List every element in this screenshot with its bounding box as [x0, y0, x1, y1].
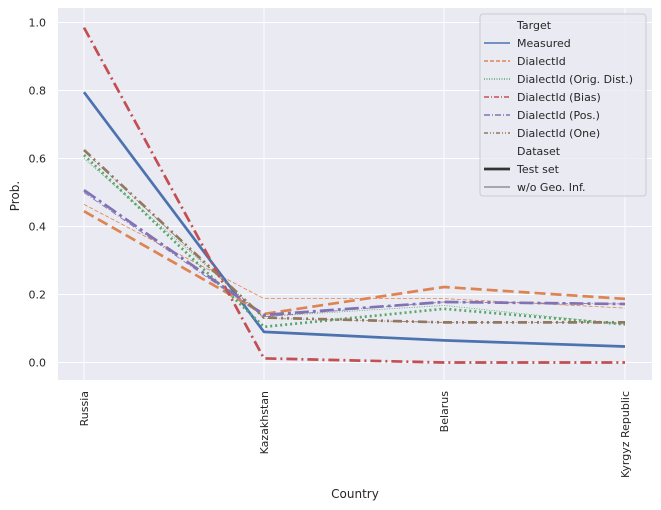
y-tick-label: 0.2	[29, 289, 47, 302]
legend-title: Target	[516, 19, 552, 32]
series-lines	[82, 26, 626, 364]
y-tick-labels: 0.0 0.2 0.4 0.6 0.8 1.0	[29, 17, 47, 370]
series-line	[82, 26, 625, 364]
y-tick-label: 0.0	[29, 357, 47, 370]
series-line	[83, 150, 625, 323]
x-axis-label: Country	[331, 487, 379, 501]
legend-label: DialectId	[517, 55, 566, 68]
series-line	[83, 210, 626, 316]
legend-label: Test set	[516, 163, 560, 176]
legend-label: DialectId (Orig. Dist.)	[517, 73, 633, 86]
legend: Target Measured DialectId DialectId (Orig. …	[479, 13, 647, 197]
x-tick-label: Belarus	[438, 391, 451, 433]
legend-label: Measured	[517, 37, 571, 50]
y-tick-label: 0.8	[29, 85, 47, 98]
legend-label: DialectId (Pos.)	[517, 109, 600, 122]
series-line	[82, 91, 626, 348]
series-line	[83, 158, 626, 325]
legend-label: DialectId (Bias)	[517, 91, 601, 104]
legend-box	[479, 13, 647, 197]
x-tick-label: Kazakhstan	[258, 391, 271, 454]
y-tick-label: 0.4	[29, 221, 47, 234]
legend-title: Dataset	[517, 145, 561, 158]
x-tick-label: Russia	[78, 391, 91, 426]
y-tick-label: 0.6	[29, 153, 47, 166]
legend-label: DialectId (One)	[517, 127, 600, 140]
series-line	[83, 188, 626, 317]
series-line	[83, 154, 626, 329]
x-tick-labels: Russia Kazakhstan Belarus Kyrgyz Republic	[78, 391, 632, 478]
legend-label: w/o Geo. Inf.	[517, 181, 586, 194]
y-axis-label: Prob.	[8, 181, 22, 211]
y-tick-label: 1.0	[29, 17, 47, 30]
x-tick-label: Kyrgyz Republic	[619, 391, 632, 478]
